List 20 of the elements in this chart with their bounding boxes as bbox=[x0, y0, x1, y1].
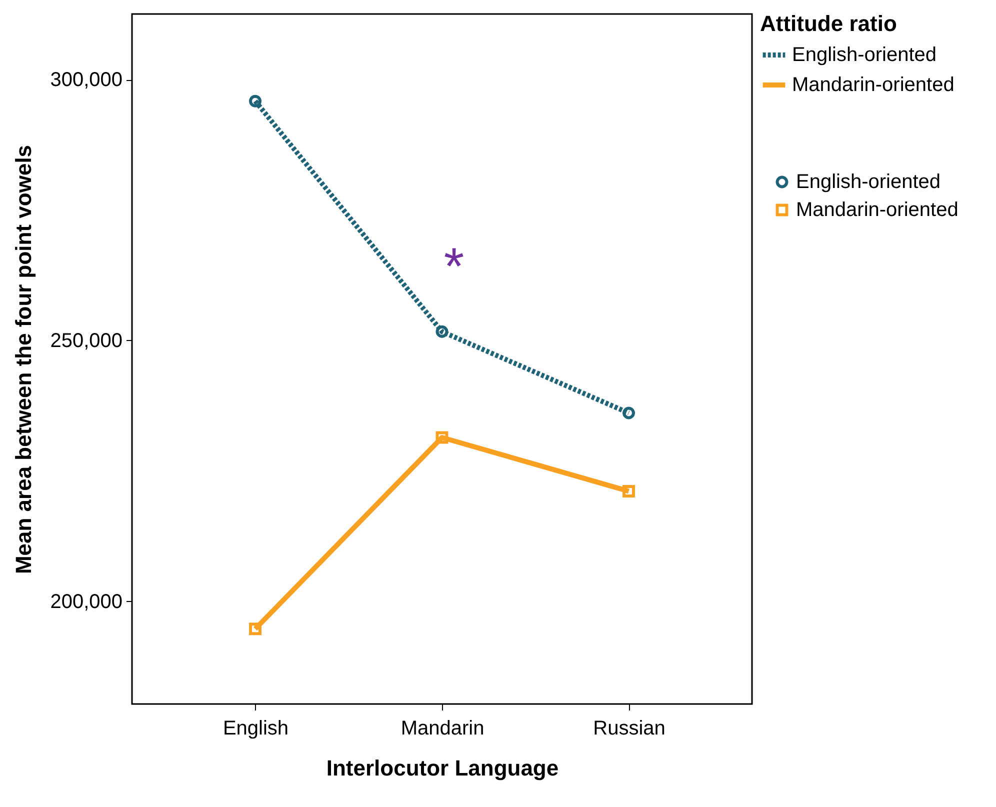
text: English-oriented bbox=[796, 171, 941, 193]
y-axis-title: Mean area between the four point vowels bbox=[11, 144, 36, 574]
point bbox=[249, 94, 262, 108]
x-tick-label: Russian bbox=[593, 718, 666, 740]
annotation: * bbox=[444, 238, 464, 296]
x-tick-label: English bbox=[222, 718, 289, 740]
y-tick-label: 200,000 bbox=[50, 590, 122, 613]
x-axis-title: Interlocutor Language bbox=[326, 756, 559, 780]
point bbox=[249, 622, 262, 636]
legend-label: English-oriented bbox=[792, 44, 937, 66]
point bbox=[436, 325, 448, 338]
y-tick-label: 300,000 bbox=[50, 69, 122, 92]
legend-title: Attitude ratio bbox=[760, 11, 897, 36]
x-tick-label: Mandarin bbox=[400, 718, 484, 740]
y-tick-label: 250,000 bbox=[50, 330, 122, 352]
legend-label: Mandarin-oriented bbox=[796, 199, 958, 221]
point bbox=[436, 431, 448, 444]
point bbox=[622, 406, 635, 420]
point bbox=[622, 484, 635, 498]
text: Mandarin-oriented bbox=[792, 74, 954, 96]
